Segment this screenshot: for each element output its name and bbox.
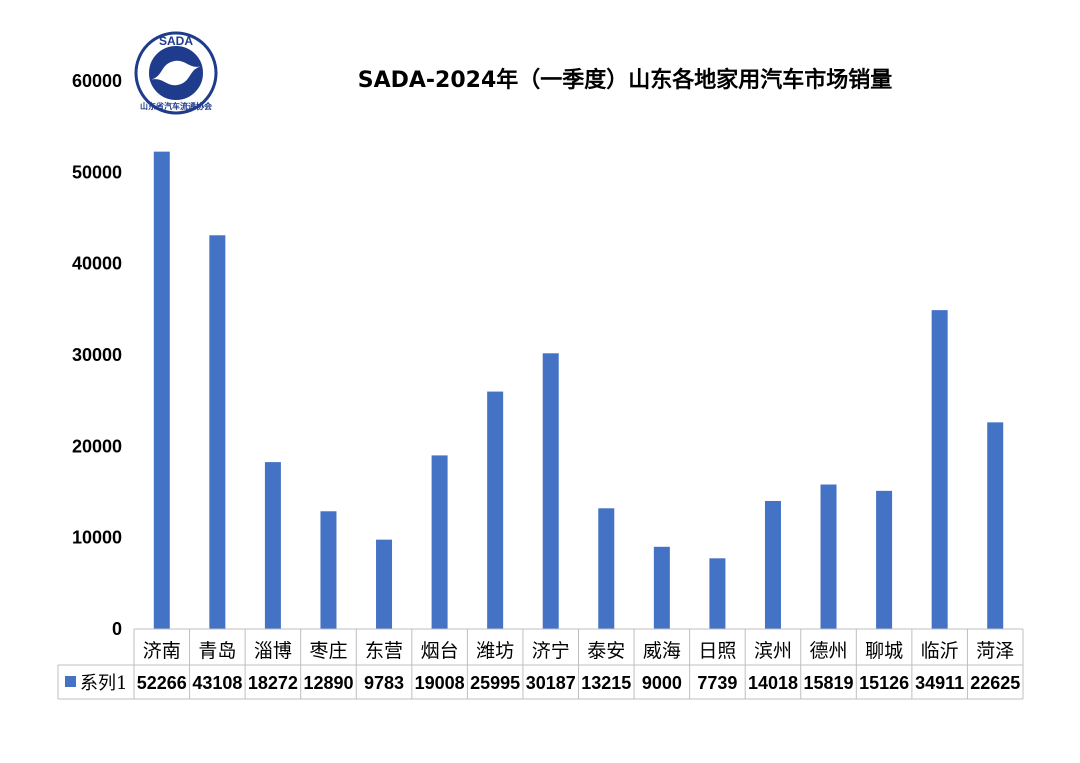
data-value-label: 9783	[364, 673, 404, 693]
series-name: 系列1	[80, 673, 127, 694]
bar	[153, 151, 170, 629]
data-value-label: 19008	[415, 673, 465, 693]
category-label: 滨州	[754, 640, 792, 662]
bar	[653, 546, 670, 629]
sada-logo: SADA 山东省汽车流通协会	[134, 31, 218, 115]
logo-bottom-text: 山东省汽车流通协会	[140, 101, 212, 111]
bars	[153, 151, 1004, 629]
bar	[987, 422, 1004, 629]
category-label: 日照	[698, 640, 736, 662]
data-value-label: 22625	[970, 673, 1020, 693]
data-value-label: 43108	[192, 673, 242, 693]
data-value-label: 18272	[248, 673, 298, 693]
category-label: 东营	[365, 640, 403, 662]
category-label: 济宁	[532, 640, 570, 662]
category-label: 泰安	[587, 640, 625, 662]
data-value-label: 34911	[915, 673, 964, 693]
bar	[764, 500, 781, 629]
data-value-label: 15126	[859, 673, 909, 693]
bar	[820, 484, 837, 629]
y-tick-label: 10000	[72, 528, 122, 548]
bar	[876, 490, 893, 629]
data-value-label: 14018	[748, 673, 798, 693]
category-label: 青岛	[198, 640, 236, 662]
data-value-label: 15819	[804, 673, 854, 693]
bar	[320, 511, 337, 629]
bar	[598, 508, 615, 629]
chart-title: SADA-2024年（一季度）山东各地家用汽车市场销量	[358, 67, 893, 93]
bar	[542, 353, 559, 629]
bar	[709, 558, 726, 629]
y-tick-label: 40000	[72, 254, 122, 274]
data-value-label: 9000	[642, 673, 682, 693]
bar	[487, 391, 504, 629]
legend-swatch	[65, 676, 76, 687]
logo-top-text: SADA	[159, 34, 193, 48]
category-label: 烟台	[421, 640, 459, 662]
y-tick-label: 0	[112, 619, 122, 639]
category-label: 菏泽	[976, 640, 1014, 662]
bar	[209, 235, 226, 629]
y-axis: 0 10000 20000 30000 40000 50000 60000	[72, 71, 122, 639]
category-label: 潍坊	[476, 640, 514, 662]
bar	[931, 310, 948, 629]
y-tick-label: 50000	[72, 162, 122, 182]
category-label: 济南	[143, 640, 181, 662]
y-tick-label: 20000	[72, 436, 122, 456]
category-label: 聊城	[865, 640, 903, 662]
category-label: 枣庄	[309, 640, 347, 662]
category-label: 威海	[643, 640, 681, 662]
bar	[264, 462, 281, 629]
data-value-label: 52266	[137, 673, 187, 693]
bar	[431, 455, 448, 629]
bar	[376, 539, 393, 629]
category-label: 淄博	[254, 640, 292, 662]
category-label: 临沂	[921, 640, 959, 662]
y-tick-label: 60000	[72, 71, 122, 91]
data-value-label: 13215	[581, 673, 631, 693]
data-value-label: 12890	[303, 673, 353, 693]
data-value-label: 7739	[697, 673, 737, 693]
data-value-label: 30187	[526, 673, 576, 693]
data-value-label: 25995	[470, 673, 520, 693]
category-label: 德州	[810, 640, 848, 662]
data-table: 系列1 济南 52266 青岛 43108 淄博 18272 枣庄 12890 东营 9783 烟台…	[57, 628, 1024, 700]
y-tick-label: 30000	[72, 345, 122, 365]
